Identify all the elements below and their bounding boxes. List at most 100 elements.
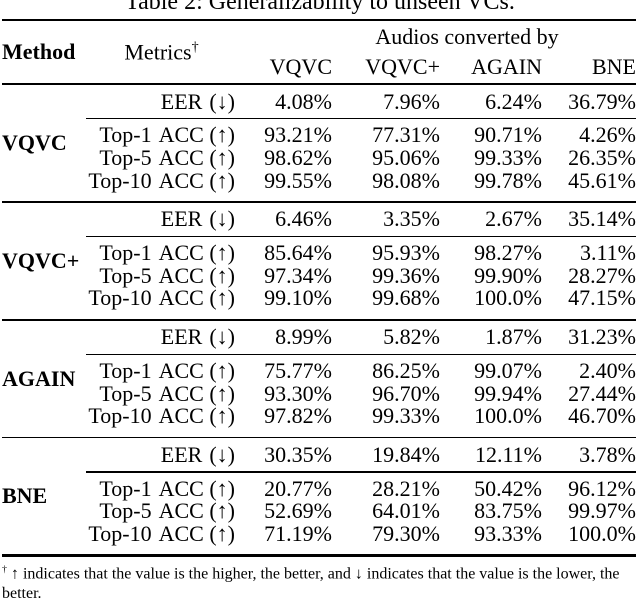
value-cell: 96.12% (568, 475, 636, 501)
method-block-vqvc-plus: VQVC+ EER (↓) 6.46% 3.35% 2.67% 35.14% To… (2, 203, 636, 319)
metric-arrow: ACC (↑) (158, 262, 235, 288)
block-separator-rule (2, 201, 636, 203)
value-cell: 31.23% (568, 324, 636, 350)
dagger-marker: † (191, 39, 199, 56)
table-header: Method Metrics† Audios converted by VQVC… (2, 21, 636, 83)
bottom-rule (2, 554, 636, 557)
value-cell: 3.78% (579, 441, 636, 467)
metric-label: Top-1 ACC (↑) (88, 358, 235, 384)
metric-arrow: (↓) (209, 324, 235, 350)
metric-arrow: ACC (↑) (158, 403, 235, 429)
value-cell: 93.33% (474, 520, 542, 546)
value-cell: 100.0% (474, 403, 542, 429)
metric-arrow: ACC (↑) (158, 475, 235, 501)
value-cell: 7.96% (383, 88, 440, 114)
value-cell: 45.61% (568, 167, 636, 193)
metric-name: Top-10 (88, 403, 152, 429)
value-cell: 27.44% (568, 380, 636, 406)
value-cell: 2.67% (485, 206, 542, 232)
value-cell: 95.06% (372, 144, 440, 170)
value-cell: 99.33% (372, 403, 440, 429)
value-cell: 46.70% (568, 403, 636, 429)
value-cell: 100.0% (568, 520, 636, 546)
value-cell: 86.25% (372, 357, 440, 383)
metric-arrow: ACC (↑) (158, 380, 235, 406)
value-cell: 71.19% (264, 520, 332, 546)
value-cell: 30.35% (264, 441, 332, 467)
metric-label: Top-10 ACC (↑) (88, 521, 235, 547)
value-cell: 12.11% (474, 441, 542, 467)
metric-name: EER (160, 441, 203, 467)
value-cell: 8.99% (275, 324, 332, 350)
metric-name: EER (160, 206, 203, 232)
metric-label: EER (↓) (88, 206, 235, 232)
metric-name: EER (160, 88, 203, 114)
value-cell: 77.31% (372, 122, 440, 148)
value-cell: 99.90% (474, 262, 542, 288)
table-row-eer: EER (↓) 8.99% 5.82% 1.87% 31.23% (2, 321, 636, 354)
metric-label: EER (↓) (88, 442, 235, 468)
table-row-top10: Top-10 ACC (↑) 99.10% 99.68% 100.0% 47.15… (2, 285, 636, 311)
value-cell: 4.26% (579, 122, 636, 148)
value-cell: 96.70% (372, 380, 440, 406)
value-cell: 99.55% (264, 167, 332, 193)
table-row-eer: EER (↓) 6.46% 3.35% 2.67% 35.14% (2, 203, 636, 236)
value-cell: 26.35% (568, 144, 636, 170)
col-header-vqvc-plus: VQVC+ (365, 54, 440, 80)
metric-label: Top-5 ACC (↑) (88, 498, 235, 524)
table-row-eer: EER (↓) 30.35% 19.84% 12.11% 3.78% (2, 438, 636, 471)
metric-label: Top-10 ACC (↑) (88, 403, 235, 429)
metric-name: Top-10 (88, 520, 152, 546)
value-cell: 97.34% (264, 262, 332, 288)
value-cell: 36.79% (568, 88, 636, 114)
table-row-eer: EER (↓) 4.08% 7.96% 6.24% 36.79% (2, 85, 636, 118)
value-cell: 85.64% (264, 240, 332, 266)
value-cell: 3.11% (579, 240, 636, 266)
value-cell: 19.84% (372, 441, 440, 467)
partial-rule (86, 118, 636, 120)
value-cell: 98.08% (372, 167, 440, 193)
value-cell: 93.21% (264, 122, 332, 148)
metric-name: Top-10 (88, 167, 152, 193)
col-header-bne: BNE (592, 54, 636, 80)
dagger-marker: † (2, 564, 7, 575)
method-name: AGAIN (2, 365, 76, 391)
metric-label: Top-1 ACC (↑) (88, 240, 235, 266)
partial-rule (86, 353, 636, 355)
method-name: VQVC (2, 130, 67, 156)
metric-arrow: ACC (↑) (158, 167, 235, 193)
metric-arrow: ACC (↑) (158, 240, 235, 266)
metric-arrow: ACC (↑) (158, 122, 235, 148)
footnote-text: ↑ indicates that the value is the higher… (2, 565, 620, 600)
metric-name: Top-5 (99, 498, 152, 524)
metric-label: Top-5 ACC (↑) (88, 145, 235, 171)
metric-label: Top-5 ACC (↑) (88, 263, 235, 289)
block-separator-rule (2, 318, 636, 321)
table-footnote: † ↑ indicates that the value is the high… (2, 560, 638, 600)
top-rule (2, 19, 636, 22)
metric-arrow: (↓) (209, 88, 235, 114)
metric-arrow: ACC (↑) (158, 357, 235, 383)
value-cell: 35.14% (568, 206, 636, 232)
value-cell: 50.42% (474, 475, 542, 501)
value-cell: 99.97% (568, 498, 636, 524)
col-header-again: AGAIN (471, 54, 542, 80)
metric-name: Top-5 (99, 262, 152, 288)
metric-arrow: ACC (↑) (158, 498, 235, 524)
metric-arrow: (↓) (209, 206, 235, 232)
metric-label: Top-1 ACC (↑) (88, 122, 235, 148)
value-cell: 4.08% (275, 88, 332, 114)
value-cell: 6.24% (485, 88, 542, 114)
value-cell: 99.94% (474, 380, 542, 406)
metric-name: Top-5 (99, 380, 152, 406)
results-table: Method Metrics† Audios converted by VQVC… (2, 19, 636, 557)
value-cell: 99.07% (474, 357, 542, 383)
value-cell: 100.0% (474, 285, 542, 311)
method-name: BNE (2, 483, 48, 509)
table-row-top1: Top-1 ACC (↑) 75.77% 86.25% 99.07% 2.40% (2, 357, 636, 384)
col-header-metrics: Metrics† (88, 39, 235, 65)
block-separator-rule (2, 436, 636, 439)
method-name: VQVC+ (2, 247, 80, 273)
value-cell: 1.87% (485, 324, 542, 350)
